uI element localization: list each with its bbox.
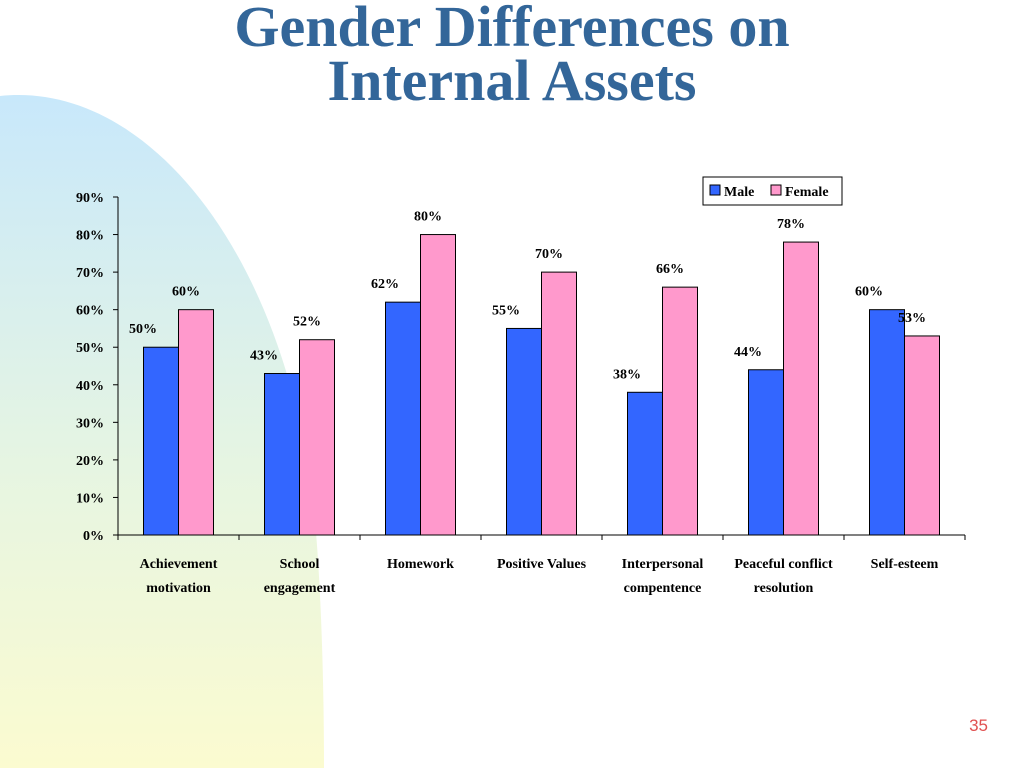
- y-tick-label: 20%: [76, 454, 104, 469]
- x-tick-label: School: [280, 557, 320, 572]
- bar-female: [541, 271, 577, 536]
- data-label-male: 44%: [734, 345, 762, 360]
- x-tick-label: Positive Values: [497, 557, 587, 572]
- bar-male: [627, 391, 663, 536]
- data-label-female: 66%: [656, 262, 684, 277]
- data-label-female: 70%: [535, 247, 563, 262]
- legend-swatch-female: [770, 184, 782, 196]
- bar-female: [299, 339, 335, 536]
- bar-female: [178, 309, 214, 536]
- legend-swatch-male: [709, 184, 721, 196]
- x-tick-label: motivation: [146, 581, 211, 596]
- x-tick-label: compentence: [624, 581, 702, 596]
- bar-female: [420, 234, 456, 536]
- legend-label-male: Male: [724, 185, 754, 200]
- data-label-male: 38%: [613, 367, 641, 382]
- page-number: 35: [969, 716, 988, 735]
- bar-female: [662, 286, 698, 536]
- data-label-male: 43%: [250, 349, 278, 364]
- title-line-1: Gender Differences on: [234, 0, 790, 59]
- data-label-male: 60%: [855, 285, 883, 300]
- y-tick-label: 30%: [76, 416, 104, 431]
- bar-male: [506, 327, 542, 536]
- y-tick-label: 60%: [76, 304, 104, 319]
- y-tick-label: 10%: [76, 491, 104, 506]
- y-tick-label: 70%: [76, 266, 104, 281]
- bar-male: [385, 301, 421, 536]
- bar-male: [143, 346, 179, 536]
- x-tick-label: resolution: [754, 581, 814, 596]
- x-tick-label: Achievement: [140, 557, 218, 572]
- data-label-male: 55%: [492, 303, 520, 318]
- x-tick-label: engagement: [264, 581, 336, 596]
- x-tick-label: Self-esteem: [871, 557, 939, 572]
- y-tick-label: 0%: [83, 529, 104, 544]
- data-label-male: 62%: [371, 277, 399, 292]
- x-tick-label: Interpersonal: [622, 557, 704, 572]
- legend-label-female: Female: [785, 185, 829, 200]
- x-tick-label: Homework: [387, 557, 454, 572]
- y-tick-label: 90%: [76, 191, 104, 206]
- data-label-male: 50%: [129, 322, 157, 337]
- bar-female: [783, 241, 819, 536]
- data-label-female: 78%: [777, 217, 805, 232]
- y-tick-label: 80%: [76, 229, 104, 244]
- slide-title: Gender Differences on Internal Assets: [0, 0, 1024, 120]
- bar-male: [869, 309, 905, 536]
- y-tick-label: 50%: [76, 341, 104, 356]
- bar-female: [904, 335, 940, 536]
- data-label-female: 60%: [172, 285, 200, 300]
- data-label-female: 52%: [293, 315, 321, 330]
- bar-male: [748, 369, 784, 536]
- data-label-female: 80%: [414, 210, 442, 225]
- x-tick-label: Peaceful conflict: [734, 557, 833, 572]
- y-tick-label: 40%: [76, 379, 104, 394]
- data-label-female: 53%: [898, 311, 926, 326]
- bar-male: [264, 373, 300, 536]
- title-line-2: Internal Assets: [327, 48, 697, 113]
